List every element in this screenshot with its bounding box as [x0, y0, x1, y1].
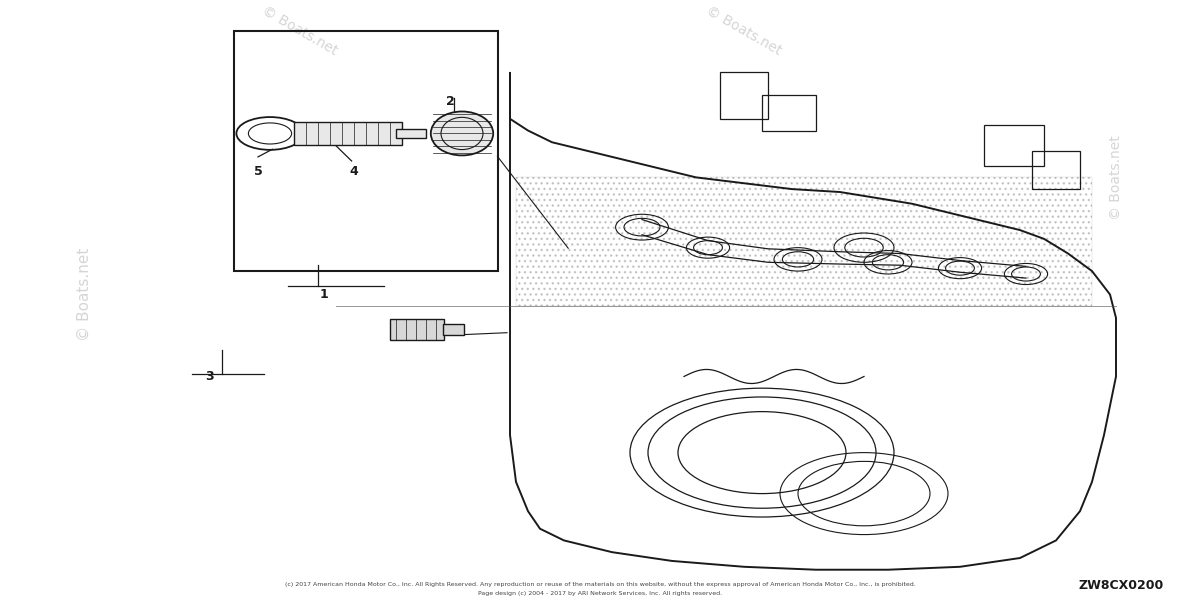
Text: 4: 4: [349, 165, 359, 178]
Text: © Boats.net: © Boats.net: [77, 248, 91, 341]
Text: 1: 1: [319, 288, 329, 301]
Bar: [1032, 151, 1080, 189]
Text: Page design (c) 2004 - 2017 by ARI Network Services, Inc. All rights reserved.: Page design (c) 2004 - 2017 by ARI Netwo…: [478, 591, 722, 596]
Text: © Boats.net: © Boats.net: [1109, 135, 1123, 220]
Ellipse shape: [431, 111, 493, 155]
Bar: [234, 31, 498, 271]
Bar: [720, 72, 768, 119]
FancyBboxPatch shape: [390, 319, 444, 340]
Text: (c) 2017 American Honda Motor Co., Inc. All Rights Reserved. Any reproduction or: (c) 2017 American Honda Motor Co., Inc. …: [284, 582, 916, 587]
FancyBboxPatch shape: [396, 129, 426, 138]
Text: 2: 2: [445, 95, 455, 108]
FancyBboxPatch shape: [294, 122, 402, 144]
Bar: [762, 95, 816, 131]
Text: © Boats.net: © Boats.net: [260, 4, 340, 58]
Text: © Boats.net: © Boats.net: [704, 4, 784, 58]
Text: 5: 5: [253, 165, 263, 178]
Text: ZW8CX0200: ZW8CX0200: [1079, 579, 1164, 592]
Bar: [516, 177, 1092, 306]
Bar: [984, 125, 1044, 166]
Text: 3: 3: [205, 370, 215, 383]
FancyBboxPatch shape: [443, 324, 464, 335]
